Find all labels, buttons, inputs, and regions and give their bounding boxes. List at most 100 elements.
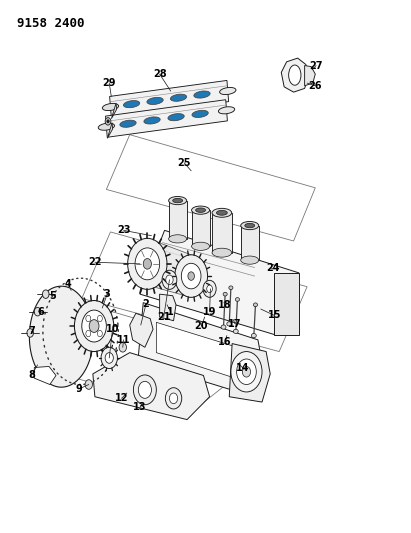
Circle shape xyxy=(166,275,173,285)
Text: 1: 1 xyxy=(167,306,174,317)
Circle shape xyxy=(42,290,49,298)
Circle shape xyxy=(237,359,256,384)
Text: 4: 4 xyxy=(65,279,72,288)
Circle shape xyxy=(107,120,109,123)
Ellipse shape xyxy=(221,325,226,329)
Circle shape xyxy=(89,320,99,333)
Text: 19: 19 xyxy=(203,306,216,317)
Circle shape xyxy=(27,329,33,337)
Polygon shape xyxy=(281,58,309,92)
Text: 24: 24 xyxy=(266,263,280,272)
Ellipse shape xyxy=(227,322,232,326)
Polygon shape xyxy=(274,273,299,335)
Polygon shape xyxy=(130,313,153,348)
Circle shape xyxy=(162,270,177,289)
Text: 25: 25 xyxy=(178,158,191,168)
Ellipse shape xyxy=(194,91,210,98)
Circle shape xyxy=(86,316,91,322)
Ellipse shape xyxy=(169,235,187,243)
Ellipse shape xyxy=(218,107,235,114)
Circle shape xyxy=(82,310,106,342)
Text: 9158 2400: 9158 2400 xyxy=(17,17,85,30)
Text: 18: 18 xyxy=(218,300,232,310)
Ellipse shape xyxy=(147,98,163,104)
Text: 9: 9 xyxy=(76,384,83,394)
Polygon shape xyxy=(42,312,263,411)
Text: 17: 17 xyxy=(228,319,242,329)
Circle shape xyxy=(119,343,127,352)
Circle shape xyxy=(169,393,178,403)
Ellipse shape xyxy=(289,65,301,85)
Ellipse shape xyxy=(171,94,187,101)
Text: 23: 23 xyxy=(117,225,130,236)
Circle shape xyxy=(165,387,182,409)
Polygon shape xyxy=(159,294,176,321)
Circle shape xyxy=(105,118,111,125)
Text: 21: 21 xyxy=(157,312,171,322)
Text: 2: 2 xyxy=(143,298,150,309)
Ellipse shape xyxy=(245,223,255,228)
Ellipse shape xyxy=(173,198,182,203)
Circle shape xyxy=(203,280,216,297)
Circle shape xyxy=(207,285,212,293)
Text: 13: 13 xyxy=(133,402,147,413)
Ellipse shape xyxy=(229,286,233,289)
Text: 6: 6 xyxy=(37,306,44,317)
Ellipse shape xyxy=(254,303,258,306)
Polygon shape xyxy=(147,238,191,297)
Ellipse shape xyxy=(236,297,240,301)
Text: 28: 28 xyxy=(153,69,166,79)
Polygon shape xyxy=(241,225,259,260)
Polygon shape xyxy=(138,303,262,397)
Polygon shape xyxy=(192,210,210,246)
Text: 26: 26 xyxy=(309,81,322,91)
Polygon shape xyxy=(106,100,227,138)
Text: 11: 11 xyxy=(117,335,130,345)
Ellipse shape xyxy=(192,242,210,251)
Ellipse shape xyxy=(219,87,236,94)
Circle shape xyxy=(86,330,91,337)
Text: 3: 3 xyxy=(104,289,111,299)
Ellipse shape xyxy=(241,222,259,230)
Circle shape xyxy=(134,375,156,405)
Polygon shape xyxy=(34,367,56,384)
Circle shape xyxy=(101,348,118,368)
Text: 12: 12 xyxy=(115,393,128,403)
Polygon shape xyxy=(156,322,245,379)
Text: 27: 27 xyxy=(309,61,323,70)
Ellipse shape xyxy=(217,211,227,215)
Polygon shape xyxy=(305,66,315,86)
Circle shape xyxy=(181,263,201,289)
Ellipse shape xyxy=(241,256,259,264)
Circle shape xyxy=(188,272,194,280)
Circle shape xyxy=(143,259,151,269)
Circle shape xyxy=(139,381,151,398)
Ellipse shape xyxy=(212,208,232,217)
Polygon shape xyxy=(169,200,187,239)
Polygon shape xyxy=(111,103,117,119)
Ellipse shape xyxy=(168,114,184,121)
Circle shape xyxy=(175,255,208,297)
Circle shape xyxy=(135,248,159,280)
Circle shape xyxy=(85,379,92,389)
Circle shape xyxy=(74,301,114,352)
Polygon shape xyxy=(106,135,315,241)
Ellipse shape xyxy=(102,103,119,110)
Circle shape xyxy=(34,308,41,316)
Text: 8: 8 xyxy=(28,370,35,381)
Ellipse shape xyxy=(223,292,227,296)
Text: 16: 16 xyxy=(218,337,232,347)
Text: 22: 22 xyxy=(88,257,102,267)
Polygon shape xyxy=(82,232,307,352)
Text: 15: 15 xyxy=(268,310,281,320)
Text: 14: 14 xyxy=(236,362,249,373)
Polygon shape xyxy=(212,213,232,253)
Polygon shape xyxy=(229,344,270,402)
Ellipse shape xyxy=(169,197,187,205)
Text: 7: 7 xyxy=(28,326,35,336)
Polygon shape xyxy=(93,353,210,419)
Ellipse shape xyxy=(120,120,136,127)
Polygon shape xyxy=(140,230,299,335)
Ellipse shape xyxy=(252,334,256,338)
Ellipse shape xyxy=(98,123,115,130)
